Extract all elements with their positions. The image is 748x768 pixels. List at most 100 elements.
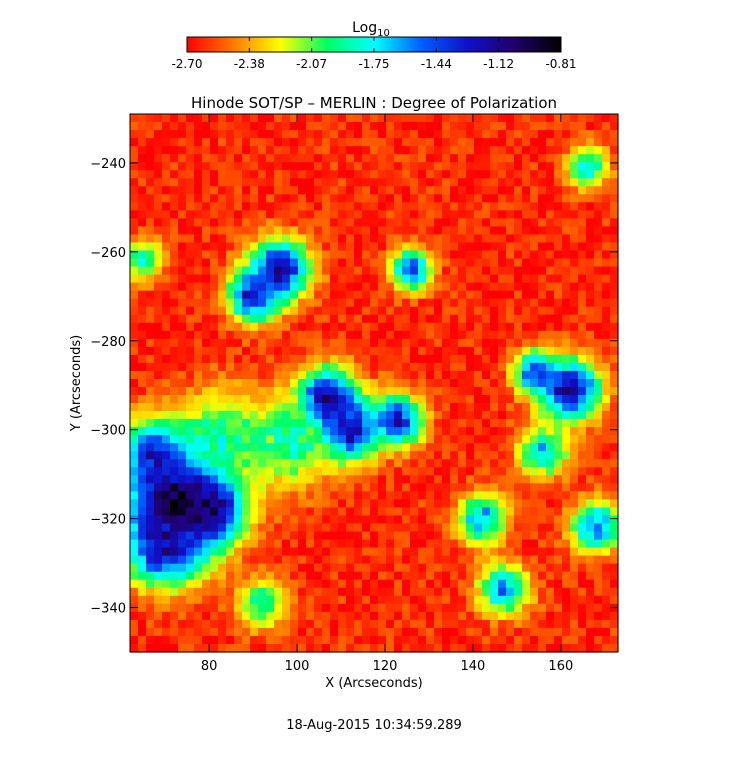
heatmap-cell — [282, 234, 291, 244]
heatmap-cell — [594, 362, 603, 372]
heatmap-cell — [282, 362, 291, 372]
heatmap-cell — [194, 523, 203, 533]
heatmap-cell — [178, 138, 187, 147]
heatmap-cell — [378, 443, 387, 452]
heatmap-cell — [282, 579, 291, 589]
heatmap-cell — [250, 507, 259, 517]
colorbar-tick-label: -1.44 — [421, 57, 452, 71]
heatmap-cell — [546, 523, 555, 533]
heatmap-cell — [250, 563, 259, 573]
heatmap-cell — [298, 354, 307, 364]
heatmap-cell — [578, 314, 587, 324]
heatmap-cell — [138, 627, 147, 637]
heatmap-cell — [330, 338, 339, 348]
heatmap-cell — [354, 451, 363, 460]
heatmap-cell — [330, 346, 339, 356]
heatmap-cell — [458, 202, 467, 211]
heatmap-cell — [602, 643, 611, 653]
heatmap-cell — [346, 579, 355, 589]
heatmap-cell — [378, 627, 387, 637]
heatmap-cell — [458, 459, 467, 468]
heatmap-cell — [442, 531, 451, 541]
heatmap-cell — [418, 531, 427, 541]
heatmap-cell — [138, 338, 147, 348]
heatmap-cell — [210, 234, 219, 244]
heatmap-cell — [482, 515, 491, 525]
heatmap-cell — [570, 250, 579, 260]
heatmap-cell — [338, 138, 347, 147]
heatmap-cell — [202, 619, 211, 629]
heatmap-cell — [362, 403, 371, 412]
heatmap-cell — [546, 114, 555, 123]
heatmap-cell — [274, 162, 283, 171]
heatmap-cell — [418, 346, 427, 356]
heatmap-cell — [498, 266, 507, 276]
heatmap-cell — [570, 362, 579, 372]
heatmap-cell — [306, 515, 315, 525]
heatmap-cell — [354, 563, 363, 573]
heatmap-cell — [250, 427, 259, 436]
heatmap-cell — [490, 611, 499, 621]
heatmap-cell — [570, 411, 579, 420]
heatmap-cell — [434, 170, 443, 179]
heatmap-cell — [330, 467, 339, 476]
heatmap-cell — [402, 282, 411, 292]
heatmap-cell — [338, 507, 347, 517]
heatmap-cell — [402, 202, 411, 211]
heatmap-cell — [178, 282, 187, 292]
heatmap-cell — [370, 467, 379, 476]
heatmap-cell — [570, 370, 579, 380]
heatmap-cell — [554, 210, 563, 219]
heatmap-cell — [546, 467, 555, 476]
heatmap-cell — [178, 475, 187, 484]
heatmap-cell — [386, 443, 395, 452]
heatmap-cell — [250, 403, 259, 412]
heatmap-cell — [306, 571, 315, 581]
heatmap-cell — [162, 226, 171, 236]
heatmap-cell — [322, 330, 331, 340]
heatmap-cell — [386, 138, 395, 147]
heatmap-cell — [402, 579, 411, 589]
heatmap-cell — [242, 146, 251, 155]
heatmap-cell — [194, 330, 203, 340]
heatmap-cell — [434, 226, 443, 236]
heatmap-cell — [210, 515, 219, 525]
heatmap-cells — [130, 114, 619, 653]
heatmap-cell — [170, 138, 179, 147]
heatmap-cell — [322, 587, 331, 597]
heatmap-cell — [218, 258, 227, 268]
heatmap-cell — [466, 403, 475, 412]
heatmap-cell — [218, 507, 227, 517]
heatmap-cell — [362, 338, 371, 348]
heatmap-cell — [314, 298, 323, 308]
heatmap-cell — [434, 314, 443, 324]
heatmap-cell — [258, 403, 267, 412]
heatmap-cell — [570, 635, 579, 645]
heatmap-cell — [354, 242, 363, 252]
heatmap-cell — [522, 122, 531, 131]
heatmap-cell — [594, 298, 603, 308]
heatmap-cell — [474, 154, 483, 163]
heatmap-cell — [186, 563, 195, 573]
heatmap-cell — [514, 354, 523, 364]
heatmap-cell — [602, 370, 611, 380]
heatmap-cell — [162, 435, 171, 444]
heatmap-cell — [442, 266, 451, 276]
heatmap-cell — [426, 411, 435, 420]
heatmap-cell — [226, 362, 235, 372]
heatmap-cell — [202, 138, 211, 147]
heatmap-cell — [506, 282, 515, 292]
heatmap-cell — [538, 354, 547, 364]
heatmap-cell — [522, 635, 531, 645]
heatmap-cell — [386, 114, 395, 123]
heatmap-cell — [362, 587, 371, 597]
heatmap-cell — [170, 194, 179, 203]
heatmap-cell — [346, 603, 355, 613]
heatmap-cell — [450, 162, 459, 171]
heatmap-cell — [370, 282, 379, 292]
heatmap-cell — [346, 483, 355, 492]
heatmap-cell — [306, 362, 315, 372]
heatmap-cell — [194, 475, 203, 484]
heatmap-cell — [218, 266, 227, 276]
heatmap-cell — [482, 403, 491, 412]
